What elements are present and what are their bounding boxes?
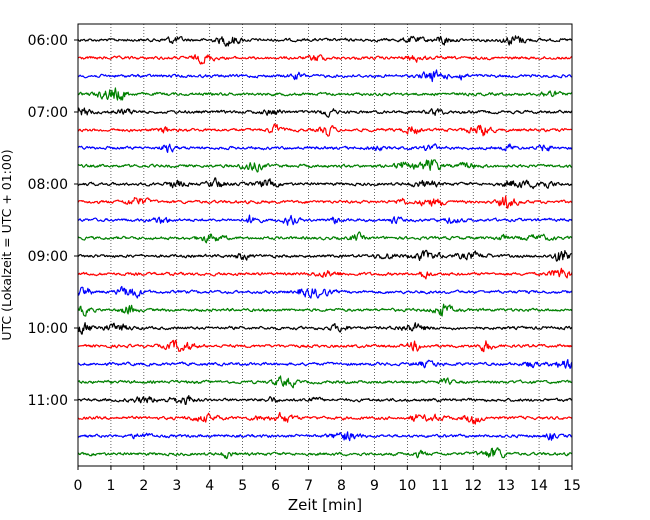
- x-tick-label: 3: [172, 478, 181, 494]
- x-tick-label: 6: [271, 478, 280, 494]
- x-axis-ticks: 0 1 2 3 4 5 6 7 8 9 10 11 12 13 14 15: [74, 466, 581, 494]
- x-tick-label: 8: [337, 478, 346, 494]
- x-axis-label: Zeit [min]: [288, 496, 362, 514]
- trace-11:45: [77, 447, 573, 460]
- x-tick-label: 1: [106, 478, 115, 494]
- trace-10:00: [77, 322, 573, 335]
- x-tick-label: 9: [370, 478, 379, 494]
- trace-11:15: [77, 411, 573, 425]
- y-axis-label: UTC (Lokalzeit = UTC + 01:00): [0, 149, 14, 340]
- trace-09:30: [77, 285, 573, 299]
- y-tick-label: 06:00: [28, 33, 68, 49]
- x-tick-label: 15: [563, 478, 581, 494]
- x-tick-label: 10: [398, 478, 416, 494]
- x-tick-label: 5: [238, 478, 247, 494]
- x-tick-label: 13: [497, 478, 515, 494]
- trace-06:00: [77, 35, 573, 47]
- y-axis-ticks: 06:00 07:00 08:00 09:00 10:00 11:00: [28, 33, 78, 409]
- trace-08:30: [77, 214, 573, 226]
- trace-07:30: [77, 143, 573, 153]
- trace-11:00: [77, 395, 573, 405]
- trace-group: [77, 35, 573, 460]
- trace-08:00: [77, 177, 573, 190]
- trace-09:15: [77, 267, 573, 280]
- x-tick-label: 12: [464, 478, 482, 494]
- y-tick-label: 07:00: [28, 105, 68, 121]
- trace-10:30: [77, 359, 573, 369]
- plot-frame: [77, 23, 573, 467]
- y-tick-label: 10:00: [28, 321, 68, 337]
- trace-06:30: [77, 69, 573, 83]
- y-tick-label: 09:00: [28, 249, 68, 265]
- trace-07:45: [77, 159, 573, 173]
- trace-08:45: [77, 231, 573, 244]
- trace-07:00: [77, 107, 573, 118]
- trace-09:45: [77, 303, 573, 317]
- x-tick-label: 4: [205, 478, 214, 494]
- trace-06:45: [77, 87, 573, 101]
- trace-09:00: [77, 249, 572, 262]
- x-tick-label: 11: [431, 478, 449, 494]
- trace-07:15: [77, 123, 573, 137]
- y-tick-label: 11:00: [28, 393, 68, 409]
- trace-10:15: [77, 339, 573, 353]
- x-tick-label: 7: [304, 478, 313, 494]
- y-tick-label: 08:00: [28, 177, 68, 193]
- trace-08:15: [77, 195, 573, 209]
- x-tick-label: 14: [530, 478, 548, 494]
- x-tick-label: 2: [139, 478, 148, 494]
- trace-10:45: [77, 375, 573, 389]
- trace-11:30: [77, 431, 573, 442]
- x-tick-label: 0: [74, 478, 83, 494]
- trace-06:15: [77, 54, 573, 65]
